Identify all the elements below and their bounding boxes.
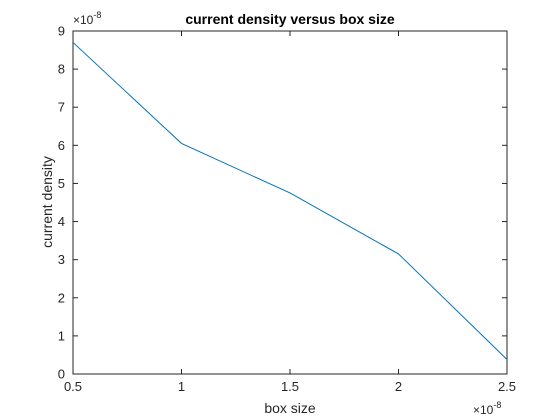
- x-tick-label: 1: [178, 379, 185, 394]
- y-tick-label: 8: [58, 62, 65, 77]
- x-tick-label: 2.5: [498, 379, 516, 394]
- y-tick-label: 0: [58, 367, 65, 382]
- x-tick-label: 0.5: [64, 379, 82, 394]
- x-exponent-power: -8: [493, 400, 501, 410]
- x-tick-label: 1.5: [281, 379, 299, 394]
- series-line: [72, 42, 508, 360]
- y-exponent-power: -8: [93, 10, 101, 20]
- y-ticks: 0 1 2 3 4 5 6 7 8 9: [58, 24, 507, 382]
- y-tick-label: 9: [58, 24, 65, 39]
- x-exponent-base: ×10: [473, 403, 494, 417]
- y-tick-label: 7: [58, 100, 65, 115]
- y-tick-label: 3: [58, 252, 65, 267]
- x-tick-label: 2: [395, 379, 402, 394]
- y-tick-label: 5: [58, 176, 65, 191]
- y-tick-label: 4: [58, 214, 65, 229]
- y-tick-label: 1: [58, 328, 65, 343]
- y-tick-label: 6: [58, 138, 65, 153]
- y-exponent-base: ×10: [73, 13, 94, 27]
- svg-text:×10-8: ×10-8: [73, 10, 101, 27]
- y-exponent-label: ×10-8: [73, 10, 101, 27]
- series-layer: [72, 42, 508, 360]
- x-exponent-label: ×10-8: [473, 400, 501, 417]
- plot-area: [73, 31, 507, 374]
- chart-title: current density versus box size: [185, 11, 395, 27]
- x-axis-label: box size: [264, 400, 316, 416]
- y-axis-label: current density: [39, 156, 55, 248]
- x-ticks: 0.5 1 1.5 2 2.5: [64, 31, 516, 394]
- y-tick-label: 2: [58, 290, 65, 305]
- svg-text:×10-8: ×10-8: [473, 400, 501, 417]
